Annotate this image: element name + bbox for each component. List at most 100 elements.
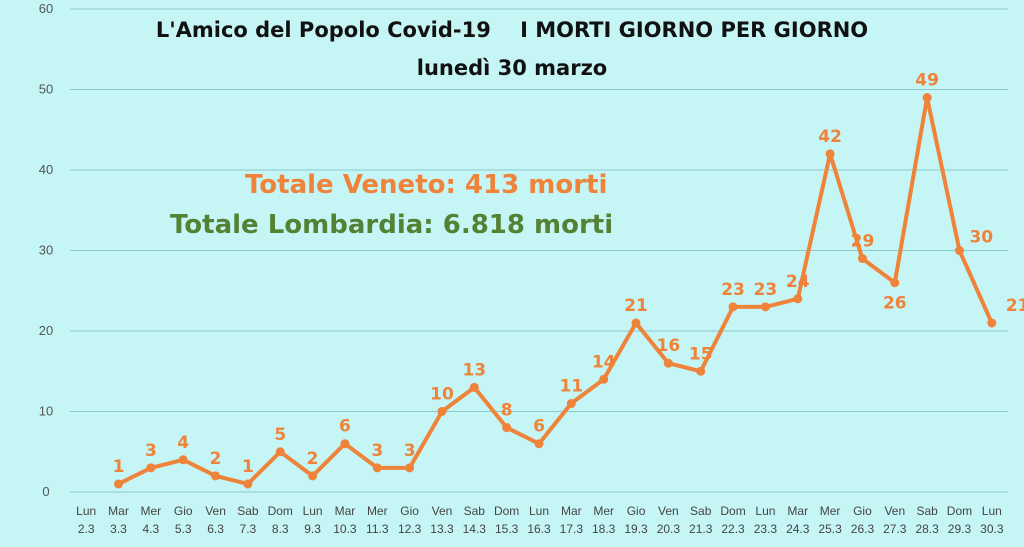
x-tick-label: Ven — [658, 504, 679, 518]
y-tick-label: 50 — [39, 82, 53, 97]
y-tick-label: 30 — [39, 243, 53, 258]
data-point — [178, 455, 188, 465]
data-label: 42 — [818, 127, 842, 147]
x-tick-label: 2.3 — [78, 522, 95, 536]
data-point — [922, 93, 932, 103]
x-tick-label: Lun — [529, 504, 549, 518]
data-point — [599, 374, 609, 384]
x-tick-label: Mer — [820, 504, 841, 518]
data-label: 15 — [689, 344, 713, 364]
data-label: 29 — [851, 232, 875, 252]
x-tick-label: 15.3 — [495, 522, 519, 536]
data-point — [760, 302, 770, 312]
data-point — [793, 294, 803, 304]
data-label: 4 — [177, 433, 189, 453]
x-tick-label: Mar — [108, 504, 129, 518]
series-line — [117, 95, 994, 486]
data-label: 23 — [721, 280, 745, 300]
x-tick-label: Mer — [141, 504, 162, 518]
data-label: 11 — [560, 376, 584, 396]
data-label: 16 — [657, 336, 681, 356]
data-label: 49 — [915, 71, 939, 91]
x-tick-label: Sab — [916, 504, 938, 518]
x-tick-label: Lun — [303, 504, 323, 518]
x-tick-label: Mar — [787, 504, 808, 518]
x-tick-label: 4.3 — [143, 522, 160, 536]
x-tick-label: Ven — [432, 504, 453, 518]
x-tick-label: Mar — [561, 504, 582, 518]
data-point — [437, 407, 447, 416]
x-tick-label: Gio — [853, 504, 872, 518]
x-tick-label: 18.3 — [592, 522, 616, 536]
data-point — [696, 366, 706, 376]
x-tick-label: Gio — [174, 504, 193, 518]
data-point — [857, 254, 867, 264]
data-point — [954, 246, 964, 255]
data-point — [566, 398, 576, 408]
data-label: 5 — [274, 425, 286, 445]
x-tick-label: Dom — [268, 504, 293, 518]
x-tick-label: 10.3 — [333, 522, 357, 536]
data-label: 10 — [430, 385, 454, 405]
x-tick-label: 12.3 — [398, 522, 422, 536]
x-tick-label: Dom — [720, 504, 745, 518]
data-point — [469, 382, 479, 392]
data-label: 14 — [592, 352, 616, 372]
x-tick-label: 11.3 — [366, 522, 389, 536]
x-tick-label: 16.3 — [527, 522, 551, 536]
x-tick-label: 20.3 — [657, 522, 681, 536]
data-point — [211, 471, 221, 481]
y-tick-label: 0 — [42, 484, 49, 499]
data-point — [308, 471, 318, 481]
x-tick-label: 7.3 — [240, 522, 257, 536]
x-tick-label: 27.3 — [883, 522, 907, 536]
data-point — [405, 463, 415, 473]
data-point — [534, 439, 544, 449]
y-axis-ticks: 0 10 20 30 40 50 60 — [39, 1, 53, 499]
x-tick-label: 19.3 — [624, 522, 648, 536]
data-label: 13 — [462, 360, 486, 380]
data-label: 23 — [754, 280, 778, 300]
x-tick-label: 14.3 — [463, 522, 487, 536]
x-tick-label: 26.3 — [851, 522, 875, 536]
data-point — [340, 439, 350, 449]
x-tick-label: Sab — [464, 504, 486, 518]
data-label: 1 — [113, 457, 125, 477]
x-tick-label: Mer — [367, 504, 388, 518]
data-label: 6 — [533, 417, 545, 437]
x-tick-label: Mer — [593, 504, 614, 518]
data-point — [663, 358, 673, 368]
x-axis-ticks: Lun 2.3 Mar 3.3 Mer 4.3 Gio 5.3 Ven 6.3 Sab 7.3 Dom 8… — [76, 504, 1004, 536]
x-tick-label: 5.3 — [175, 522, 192, 536]
y-tick-label: 20 — [39, 323, 53, 338]
data-point — [987, 318, 997, 328]
data-points — [114, 93, 997, 489]
x-tick-label: Sab — [690, 504, 712, 518]
data-point — [146, 463, 156, 473]
data-label: 24 — [786, 272, 810, 292]
x-tick-label: 28.3 — [915, 522, 939, 536]
data-label: 8 — [501, 401, 513, 421]
x-tick-label: Gio — [400, 504, 419, 518]
x-tick-label: Ven — [205, 504, 226, 518]
x-tick-label: Lun — [76, 504, 96, 518]
gridlines — [70, 8, 1008, 493]
total-lombardia: Totale Lombardia: 6.818 morti — [170, 210, 614, 240]
x-tick-label: 25.3 — [818, 522, 842, 536]
data-point — [114, 479, 124, 489]
data-label: 21 — [1006, 296, 1024, 316]
y-tick-label: 40 — [39, 162, 53, 177]
x-tick-label: 21.3 — [689, 522, 713, 536]
x-tick-label: Ven — [884, 504, 905, 518]
y-tick-label: 60 — [39, 1, 53, 16]
data-label: 2 — [210, 449, 222, 469]
x-tick-label: 30.3 — [980, 522, 1004, 536]
chart-subtitle: lunedì 30 marzo — [416, 56, 608, 80]
x-tick-label: 17.3 — [560, 522, 584, 536]
data-point — [502, 423, 512, 433]
x-tick-label: 9.3 — [304, 522, 321, 536]
data-point — [825, 149, 835, 159]
data-label: 3 — [371, 441, 383, 461]
